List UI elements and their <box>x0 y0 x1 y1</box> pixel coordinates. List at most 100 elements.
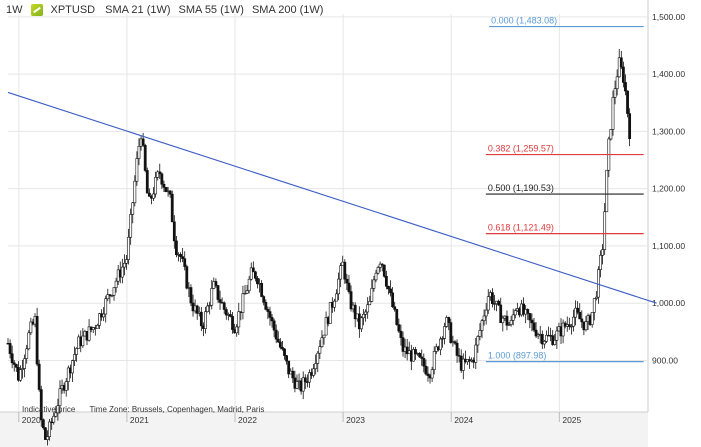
fib-level-label[interactable]: 0.000 (1,483.08) <box>491 16 557 26</box>
candle-body <box>318 346 322 354</box>
fib-level-label[interactable]: 0.618 (1,121.49) <box>488 223 554 233</box>
candle-body <box>474 344 478 363</box>
candle-body <box>567 324 571 327</box>
x-axis-strip <box>0 412 648 447</box>
candle-body <box>401 337 405 352</box>
candle-body <box>170 193 174 223</box>
candle-body <box>574 307 577 318</box>
candle-body <box>609 129 613 140</box>
candle-body <box>320 337 324 348</box>
candle-body <box>295 381 299 389</box>
candle-body <box>522 303 525 315</box>
x-tick-label: 2025 <box>562 415 581 425</box>
candle-body <box>453 341 457 344</box>
candle-body <box>303 377 307 383</box>
candle-body <box>572 316 575 327</box>
candle-body <box>615 76 619 89</box>
candle-body <box>308 372 311 383</box>
candle-body <box>251 267 255 273</box>
candle-body <box>247 278 251 291</box>
candle-body <box>127 236 130 260</box>
candle-body <box>376 267 380 274</box>
candle-body <box>316 352 320 364</box>
candle-body <box>511 314 515 321</box>
candle-body <box>110 295 114 297</box>
candle-body <box>179 254 182 257</box>
trendline <box>7 91 657 304</box>
candle-body <box>353 304 357 320</box>
fib-level-label[interactable]: 0.500 (1,190.53) <box>488 183 554 193</box>
candle-body <box>135 158 139 182</box>
candle-body <box>561 322 565 337</box>
candle-body <box>106 294 110 300</box>
candle-body <box>147 192 151 197</box>
candle-body <box>231 316 234 330</box>
candle-body <box>168 190 172 195</box>
candle-body <box>71 360 74 374</box>
y-tick-label: 900.00 <box>652 355 678 365</box>
candle-body <box>120 266 124 278</box>
candle-body <box>347 282 351 292</box>
y-tick-label: 1,100.00 <box>652 241 685 251</box>
indicator-sma55[interactable]: SMA 55 (1W) <box>178 4 244 16</box>
candle-body <box>499 304 503 324</box>
candle-body <box>366 304 370 313</box>
candle-body <box>266 309 270 312</box>
indicator-sma200[interactable]: SMA 200 (1W) <box>251 4 324 16</box>
candle-body <box>526 309 530 314</box>
candle-body <box>272 320 276 331</box>
y-tick-label: 1,300.00 <box>652 126 685 136</box>
candles-group <box>6 48 632 446</box>
candle-body <box>64 381 68 391</box>
indicator-sma21[interactable]: SMA 21 (1W) <box>105 4 171 16</box>
candle-body <box>56 405 60 414</box>
candle-body <box>420 356 424 359</box>
candle-body <box>23 358 27 369</box>
candle-body <box>534 329 538 337</box>
candle-body <box>603 211 607 250</box>
candle-body <box>276 338 280 343</box>
candle-body <box>164 187 168 192</box>
candle-body <box>441 338 444 340</box>
candle-body <box>210 288 214 306</box>
candle-body <box>224 309 228 316</box>
candle-body <box>87 326 91 341</box>
x-tick-label: 2020 <box>22 415 41 425</box>
fib-level-label[interactable]: 0.382 (1,259.57) <box>488 144 554 154</box>
candle-body <box>129 214 133 238</box>
candle-body <box>237 311 241 328</box>
candle-body <box>426 373 430 376</box>
candle-body <box>291 370 295 379</box>
candle-body <box>29 321 33 334</box>
chart-footer: Indicative price Time Zone: Brussels, Co… <box>22 405 276 414</box>
candle-body <box>343 261 347 280</box>
candle-body <box>133 180 137 204</box>
candle-body <box>592 298 596 313</box>
candle-body <box>364 311 367 315</box>
candle-body <box>256 278 259 285</box>
candle-body <box>611 97 615 130</box>
x-tick-label: 2024 <box>454 415 473 425</box>
candle-body <box>424 365 428 375</box>
timeframe-label[interactable]: 1W <box>6 4 23 16</box>
y-tick-label: 1,400.00 <box>652 69 685 79</box>
candle-body <box>21 368 24 370</box>
candle-body <box>112 287 116 296</box>
candle-body <box>362 313 365 319</box>
candle-body <box>530 319 534 324</box>
candle-body <box>484 309 488 317</box>
symbol-label[interactable]: XPTUSD <box>50 4 96 16</box>
candle-body <box>422 358 426 367</box>
candle-body <box>590 311 594 325</box>
candle-body <box>218 299 222 303</box>
fib-level-label[interactable]: 1.000 (897.98) <box>488 351 547 361</box>
candle-body <box>399 330 403 338</box>
candle-body <box>443 326 446 339</box>
candle-body <box>235 326 239 334</box>
candle-body <box>52 415 56 423</box>
candle-body <box>624 82 627 92</box>
candle-body <box>208 304 212 307</box>
candle-body <box>37 363 41 390</box>
